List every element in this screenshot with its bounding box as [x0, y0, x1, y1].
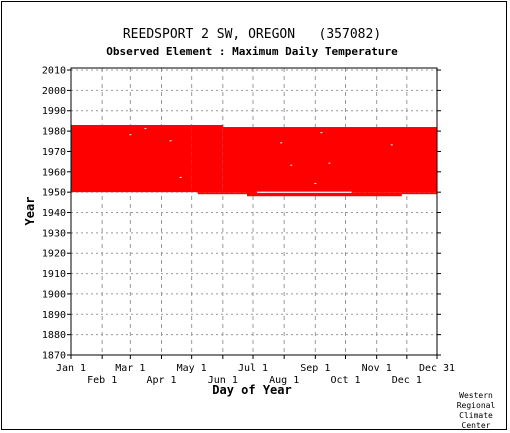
missing-band: [257, 191, 352, 193]
x-tick-label: Dec 31: [419, 363, 455, 374]
missing-spot: [144, 128, 147, 130]
y-tick-label: 1930: [42, 228, 66, 239]
y-tick-label: 1910: [42, 269, 66, 280]
x-tick-label: Nov 1: [362, 363, 392, 374]
y-tick-label: 1980: [42, 127, 66, 138]
x-tick-label: Sep 1: [300, 363, 330, 374]
missing-spot: [390, 144, 393, 146]
y-tick-label: 1920: [42, 249, 66, 260]
x-tick-label: Aug 1: [269, 375, 299, 386]
chart-title: REEDSPORT 2 SW, OREGON (357082): [123, 27, 381, 42]
y-tick-label: 1880: [42, 330, 66, 341]
missing-spot: [314, 183, 317, 185]
x-tick-label: Dec 1: [392, 375, 422, 386]
x-tick-label: May 1: [177, 363, 207, 374]
credit-line: Climate: [459, 411, 493, 420]
x-axis-ticks: Jan 1 Mar 1 May 1 Jul 1 Sep 1 Nov 1 Dec 31 Feb …: [56, 355, 455, 386]
missing-spot: [290, 164, 293, 166]
coverage-block: [71, 124, 192, 128]
coverage-block: [342, 192, 402, 197]
x-tick-label: Feb 1: [87, 375, 117, 386]
coverage-block: [197, 192, 237, 195]
coverage-block: [191, 124, 223, 193]
x-tick-label: Jul 1: [238, 363, 268, 374]
y-axis-ticks: 1870 1880 1890 1900 1910 1920 1930 1940 1950 1960…: [42, 66, 441, 362]
credit-line: Center: [462, 421, 491, 430]
y-tick-label: 1900: [42, 289, 66, 300]
x-tick-label: Oct 1: [330, 375, 360, 386]
x-tick-label: Jan 1: [56, 363, 86, 374]
plot-border: [70, 67, 438, 356]
y-tick-label: 1940: [42, 208, 66, 219]
coverage-block: [222, 127, 437, 193]
y-tick-label: 1990: [42, 106, 66, 117]
y-tick-label: 1870: [42, 351, 66, 362]
chart-subtitle: Observed Element : Maximum Daily Tempera…: [106, 45, 398, 58]
credit-line: Western: [459, 391, 493, 400]
data-coverage: [70, 67, 438, 356]
x-tick-label: Mar 1: [115, 363, 145, 374]
missing-spot: [169, 140, 172, 142]
credit-line: Regional: [457, 401, 496, 410]
y-tick-label: 1970: [42, 147, 66, 158]
coverage-block: [71, 127, 192, 193]
coverage-block: [246, 192, 343, 197]
y-tick-label: 2010: [42, 66, 66, 77]
x-tick-label: Apr 1: [146, 375, 176, 386]
y-tick-label: 1890: [42, 310, 66, 321]
y-tick-label: 2000: [42, 86, 66, 97]
missing-spot: [328, 162, 331, 164]
missing-spot: [280, 142, 283, 144]
x-axis-label: Day of Year: [212, 383, 291, 397]
missing-spot: [320, 132, 323, 134]
missing-spot: [179, 176, 182, 178]
y-tick-label: 1960: [42, 167, 66, 178]
y-tick-label: 1950: [42, 188, 66, 199]
coverage-block: [401, 192, 437, 195]
x-tick-label: Jun 1: [208, 375, 238, 386]
missing-spot: [129, 134, 132, 136]
y-axis-label: Year: [23, 197, 37, 226]
